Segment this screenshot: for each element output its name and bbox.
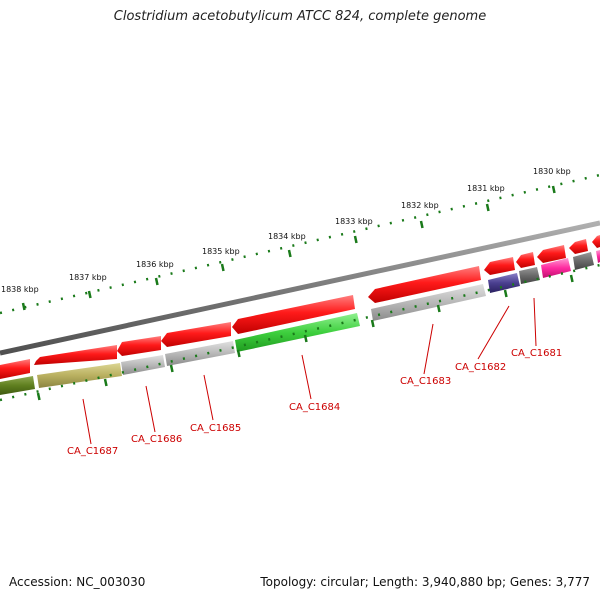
topology-text: Topology: circular; Length: 3,940,880 bp… <box>260 575 590 589</box>
kbp-tick <box>169 364 174 373</box>
gene-reverse <box>519 267 540 284</box>
label-leader <box>203 374 214 421</box>
outer-scale-minor-ticks <box>0 173 600 315</box>
gene-label: CA_C1681 <box>511 348 562 359</box>
kbp-tick <box>36 392 41 401</box>
gene-label-leaders <box>82 297 537 445</box>
gene-forward <box>232 295 355 334</box>
outer-scale: 1838 kbp 1837 kbp 1836 kbp 1835 kbp 1834… <box>0 167 600 315</box>
kbp-tick <box>103 378 108 387</box>
gene-reverse <box>0 376 35 395</box>
label-leader <box>301 354 312 400</box>
gene-forward <box>569 239 588 254</box>
gene-forward <box>368 266 481 303</box>
gene-reverse <box>541 258 571 278</box>
kbp-label: 1837 kbp <box>69 273 107 282</box>
kbp-tick <box>154 277 159 286</box>
kbp-tick <box>569 274 574 283</box>
gene-forward <box>34 345 117 365</box>
gene-reverse <box>37 363 122 388</box>
reverse-strand-genes <box>0 250 600 395</box>
gene-label: CA_C1682 <box>455 362 506 373</box>
kbp-label: 1838 kbp <box>1 285 39 294</box>
kbp-label: 1835 kbp <box>202 247 240 256</box>
gene-forward <box>484 257 515 275</box>
inner-scale-major-ticks <box>36 274 574 401</box>
gene-reverse <box>573 252 594 270</box>
outer-scale-major-ticks <box>21 185 556 311</box>
gene-forward <box>161 322 231 347</box>
gene-label: CA_C1684 <box>289 402 340 413</box>
map-title: Clostridium acetobutylicum ATCC 824, com… <box>113 9 487 24</box>
gene-reverse <box>165 341 235 366</box>
kbp-tick <box>485 203 490 212</box>
kbp-tick <box>87 290 92 299</box>
kbp-tick <box>353 235 358 244</box>
gene-label: CA_C1685 <box>190 423 241 434</box>
accession-text: Accession: NC_003030 <box>9 575 146 589</box>
gene-reverse <box>235 313 360 352</box>
gene-label: CA_C1687 <box>67 446 118 457</box>
label-leader <box>477 305 510 360</box>
kbp-tick <box>236 349 241 358</box>
kbp-tick <box>419 220 424 229</box>
gene-reverse <box>596 250 600 263</box>
gene-forward <box>0 359 30 379</box>
kbp-tick <box>21 302 26 311</box>
label-leader <box>533 297 537 347</box>
kbp-label: 1832 kbp <box>401 201 439 210</box>
gene-label: CA_C1686 <box>131 434 182 445</box>
label-leader <box>145 385 156 433</box>
gene-forward <box>117 336 161 356</box>
gene-reverse <box>121 355 165 375</box>
kbp-tick <box>503 289 508 298</box>
kbp-tick <box>287 249 292 258</box>
gene-forward <box>516 252 535 268</box>
kbp-label: 1833 kbp <box>335 217 373 226</box>
kbp-tick <box>370 319 375 328</box>
kbp-tick <box>551 185 556 194</box>
kbp-tick <box>303 334 308 343</box>
forward-strand-genes <box>0 235 600 379</box>
kbp-label: 1836 kbp <box>136 260 174 269</box>
kbp-tick <box>436 304 441 313</box>
gene-reverse <box>488 273 520 293</box>
gene-forward <box>537 245 566 263</box>
kbp-label: 1834 kbp <box>268 232 306 241</box>
kbp-label: 1830 kbp <box>533 167 571 176</box>
gene-label: CA_C1683 <box>400 376 451 387</box>
gene-forward <box>592 235 600 248</box>
inner-scale-minor-ticks <box>0 263 600 402</box>
label-leader <box>82 398 92 445</box>
label-leader <box>423 323 434 375</box>
kbp-label: 1831 kbp <box>467 184 505 193</box>
kbp-tick <box>220 263 225 272</box>
genome-backbone <box>0 220 600 356</box>
